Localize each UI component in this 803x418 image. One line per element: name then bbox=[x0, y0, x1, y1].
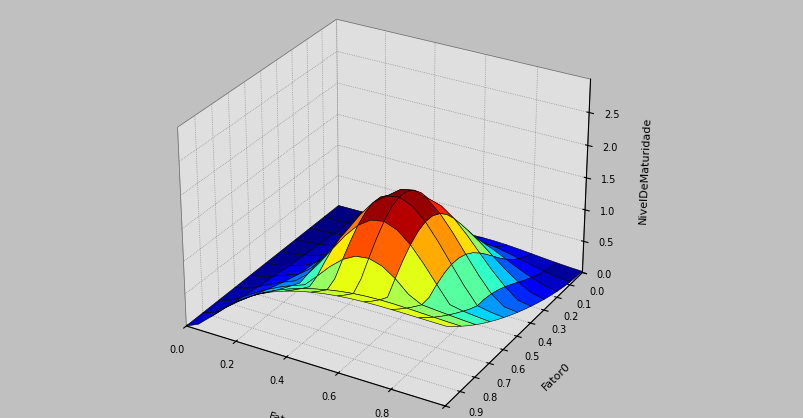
Y-axis label: Fator0: Fator0 bbox=[540, 361, 572, 393]
X-axis label: Fator1: Fator1 bbox=[267, 411, 304, 418]
